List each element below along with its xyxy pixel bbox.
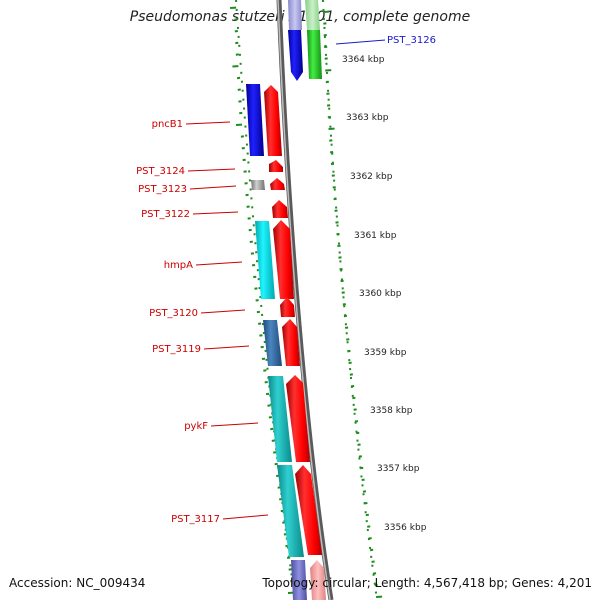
kbp-labels: 3364 kbp 3363 kbp 3362 kbp 3361 kbp 3360…	[342, 55, 427, 533]
kbp-label-3356: 3356 kbp	[384, 523, 427, 533]
kbp-label-3358: 3358 kbp	[370, 406, 413, 416]
leader-PST_3117	[222, 514, 269, 520]
gene-arrow-PST_3124-body	[269, 160, 283, 172]
gene-block-PST_3117	[277, 465, 304, 557]
gene-arrow-faded-top-right	[305, 0, 320, 30]
gene-arrow-PST_3120	[280, 297, 295, 317]
gene-arrow-faded-bottom	[310, 560, 326, 600]
leader-pykF	[210, 422, 259, 427]
leader-PST_3120	[200, 309, 246, 314]
label-PST_3120: PST_3120	[149, 308, 198, 319]
kbp-label-3364: 3364 kbp	[342, 55, 385, 65]
leader-PST_3123	[189, 185, 237, 190]
gene-arrow-pncB1	[264, 85, 282, 156]
label-hmpA: hmpA	[164, 260, 193, 271]
label-PST_3122: PST_3122	[141, 209, 190, 220]
gene-block-PST_3119	[263, 320, 282, 366]
gene-arrow-hmpA	[273, 220, 294, 299]
label-pykF: pykF	[184, 421, 208, 432]
label-PST_3123: PST_3123	[138, 184, 187, 195]
gene-arrow-PST_3123	[270, 178, 285, 190]
gene-block-pykF	[268, 376, 292, 462]
gene-block-pncB1	[246, 84, 264, 156]
accession-text: Accession: NC_009434	[9, 576, 146, 590]
label-pncB1: pncB1	[152, 119, 183, 130]
leader-PST_3124	[187, 168, 236, 172]
gene-block-hmpA	[255, 221, 275, 299]
leader-PST_3126	[335, 39, 386, 45]
backbone-line	[276, 0, 334, 600]
gene-arrow-PST_3117	[295, 465, 322, 555]
leader-PST_3119	[203, 345, 250, 350]
gene-block-faded-bottom	[291, 560, 307, 600]
kbp-label-3361: 3361 kbp	[354, 231, 397, 241]
gene-arrow-PST_3119	[282, 319, 300, 366]
gene-block-PST_3123	[251, 180, 265, 190]
kbp-label-3363: 3363 kbp	[346, 113, 389, 123]
gene-labels: PST_3126 pncB1 PST_3124 PST_3123 PST_312…	[136, 35, 436, 525]
leader-PST_3122	[192, 211, 239, 215]
gene-arrow-faded-top-left	[288, 0, 302, 30]
gene-arrow-pykF	[286, 375, 310, 462]
kbp-label-3357: 3357 kbp	[377, 464, 420, 474]
kbp-label-3359: 3359 kbp	[364, 348, 407, 358]
topology-text: Topology: circular; Length: 4,567,418 bp…	[262, 576, 592, 590]
kbp-label-3360: 3360 kbp	[359, 289, 402, 299]
backbone-highlight	[277, 0, 331, 600]
label-leaders	[185, 39, 386, 520]
outer-dotted-ring	[322, 0, 378, 600]
kbp-label-3362: 3362 kbp	[350, 172, 393, 182]
scale-ticks	[230, 6, 383, 598]
label-PST_3126: PST_3126	[387, 35, 436, 46]
gene-arrow-green	[307, 30, 322, 79]
label-PST_3117: PST_3117	[171, 514, 220, 525]
label-PST_3119: PST_3119	[152, 344, 201, 355]
leader-hmpA	[195, 261, 243, 266]
gene-arrow-PST_3122	[272, 200, 288, 218]
gene-arrow-blue	[288, 30, 303, 81]
leader-pncB1	[185, 121, 231, 125]
label-PST_3124: PST_3124	[136, 166, 185, 177]
gene-features	[246, 0, 326, 600]
